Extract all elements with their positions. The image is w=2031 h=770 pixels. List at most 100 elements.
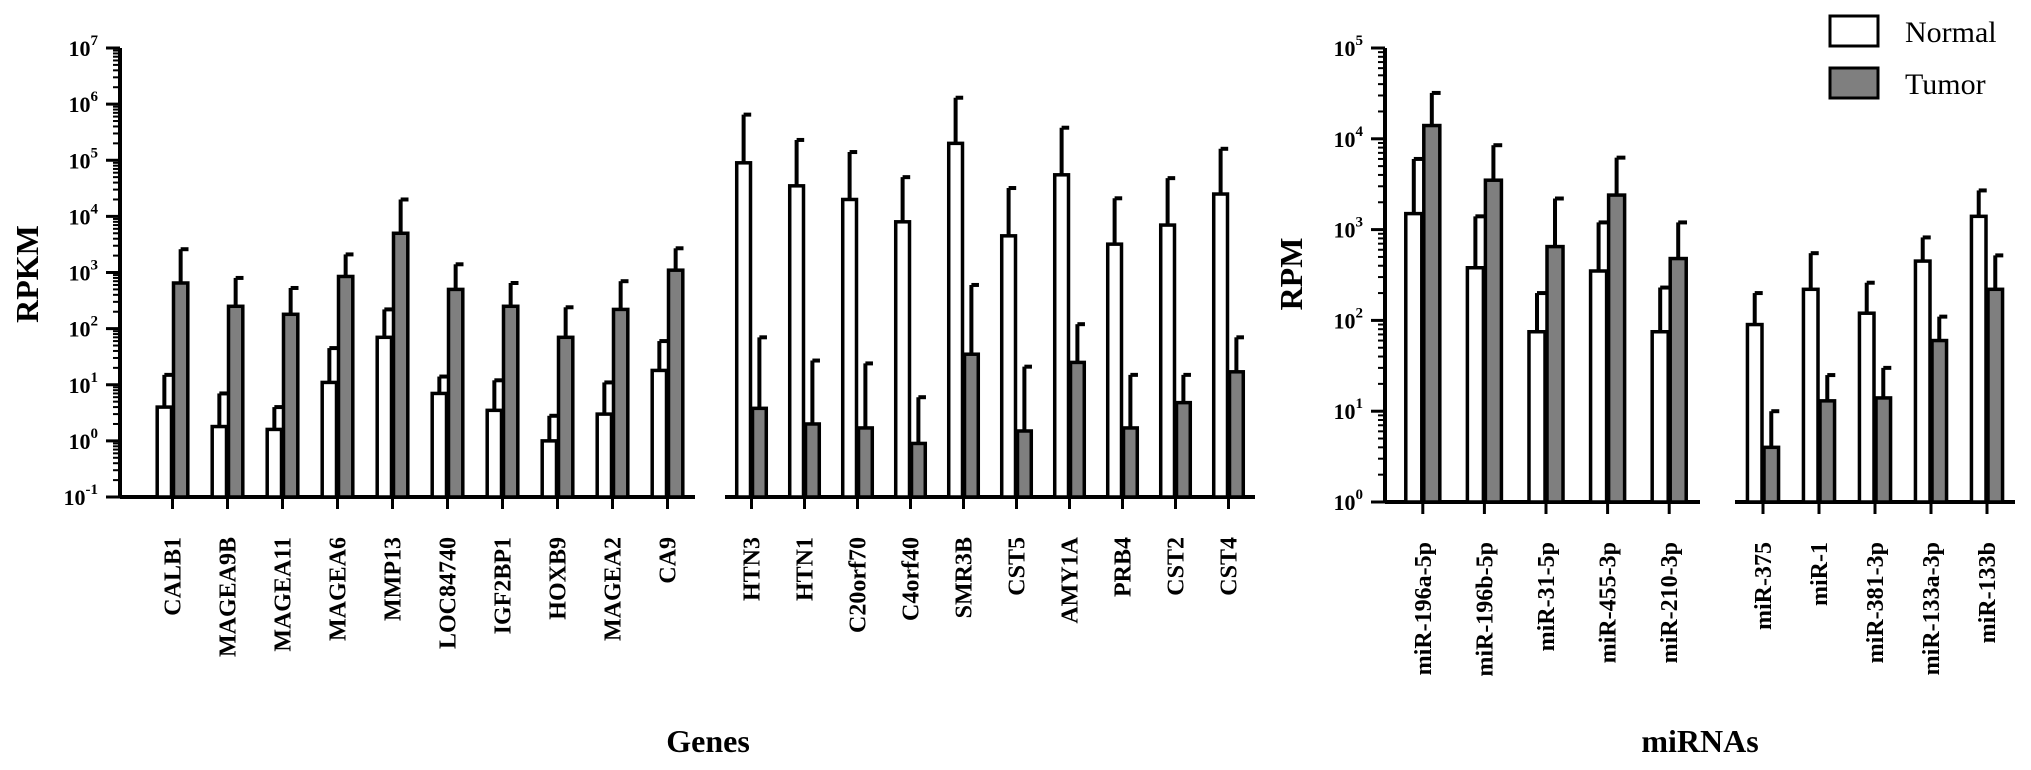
x-tick-label-mir-381-3p: miR-381-3p [1863,542,1889,663]
bar-cst5-normal [999,234,1018,499]
mirna-expression-chart: 100 101 102 103 104 105 miR-196a-5p miR-196b-5p… [1273,33,2015,759]
bar-amy1a-tumor [1068,360,1087,499]
bar-mir-1-tumor [1818,399,1837,504]
y-tick-label: 100 [69,426,99,454]
x-tick-label-cst5: CST5 [1005,537,1031,596]
x-tick-label-loc84740: LOC84740 [436,537,462,649]
bar-htn1-tumor [803,422,822,499]
y-tick-label: 102 [69,314,99,342]
x-tick-label-igf2bp1: IGF2BP1 [491,537,517,634]
x-tick-label-calb1: CALB1 [161,537,187,616]
bar-htn3-tumor [750,406,769,499]
bar-ca9-normal [650,368,669,499]
bar-mir-455-3p-tumor [1606,193,1627,504]
y-tick-label: 107 [69,33,99,61]
bar-magea11-tumor [281,312,300,499]
bar-loc84740-normal [430,391,449,499]
bar-mir-31-5p-normal [1527,329,1547,504]
x-tick-label-hoxb9: HOXB9 [546,537,572,620]
bar-mmp13-tumor [391,231,410,499]
bar-mir-133b-normal [1969,214,1988,504]
bar-magea2-normal [595,412,614,499]
y-tick-label: 104 [1334,124,1364,152]
bar-amy1a-normal [1052,173,1071,499]
x-axis-title: Genes [666,723,750,759]
bar-mir-133b-tumor [1986,287,2005,504]
x-tick-label-mir-210-3p: miR-210-3p [1657,542,1683,663]
bar-smr3b-normal [946,141,965,499]
bar-mir-381-3p-tumor [1874,396,1893,504]
gene-expression-chart: 10-1 100 101 102 103 104 105 106 107 CALB1 MAGEA9B… [9,33,1255,759]
bar-htn1-normal [787,184,806,499]
x-tick-label-htn3: HTN3 [740,537,766,601]
x-tick-label-magea11: MAGEA11 [271,537,297,652]
x-tick-label-magea6: MAGEA6 [326,537,352,641]
legend-normal-label: Normal [1905,16,1997,49]
x-tick-label-mir-196a-5p: miR-196a-5p [1411,542,1437,675]
bar-mir-375-tumor [1762,445,1781,504]
y-tick-label: 101 [69,370,99,398]
bar-mir-196b-5p-tumor [1483,178,1504,504]
x-tick-label-mir-133a-3p: miR-133a-3p [1919,542,1945,675]
bar-prb4-tumor [1121,426,1140,499]
y-tick-label: 101 [1334,396,1364,424]
bar-mir-1-normal [1801,287,1820,504]
x-tick-label-mir-455-3p: miR-455-3p [1596,542,1622,663]
y-tick-label: 103 [1334,215,1364,243]
y-axis-title: RPKM [9,225,45,323]
x-tick-label-c20orf70: C20orf70 [846,537,872,633]
y-tick-label: 103 [69,258,99,286]
bar-c20orf70-normal [840,197,859,499]
bar-mmp13-normal [375,335,394,499]
bar-mir-210-3p-tumor [1668,256,1688,504]
x-tick-label-amy1a: AMY1A [1058,536,1084,623]
bar-cst4-normal [1211,192,1230,499]
x-tick-label-mir-375: miR-375 [1751,542,1777,630]
bar-magea6-normal [320,380,339,499]
x-tick-label-mir-31-5p: miR-31-5p [1534,542,1560,651]
bar-htn3-normal [734,161,753,499]
legend: Normal Tumor [1828,14,1997,101]
bar-cst4-tumor [1227,370,1246,499]
bar-mir-196a-5p-tumor [1422,123,1442,504]
bar-c4orf40-normal [893,220,912,499]
bar-calb1-tumor [171,281,190,499]
bar-magea9b-tumor [226,304,245,499]
x-tick-label-mir-1: miR-1 [1807,542,1833,606]
bar-mir-196a-5p-normal [1404,211,1424,504]
y-tick-label: 102 [1334,305,1364,333]
legend-tumor-label: Tumor [1905,68,1986,101]
bar-magea2-tumor [611,307,630,499]
bar-mir-133a-3p-normal [1913,259,1932,504]
bar-magea6-tumor [336,274,355,499]
legend-normal-swatch [1828,14,1880,48]
x-tick-label-prb4: PRB4 [1111,537,1137,597]
y-tick-label: 100 [1334,487,1364,515]
bar-magea11-normal [265,427,284,499]
bar-cst2-normal [1158,223,1177,499]
x-tick-label-htn1: HTN1 [793,537,819,601]
bar-calb1-normal [155,405,174,499]
bar-mir-381-3p-normal [1857,311,1876,504]
bar-mir-455-3p-normal [1588,269,1609,504]
bar-mir-133a-3p-tumor [1930,338,1949,504]
y-tick-label: 105 [69,145,99,173]
x-tick-label-cst2: CST2 [1164,537,1190,596]
y-tick-label: 105 [1334,33,1364,61]
bar-mir-196b-5p-normal [1465,266,1486,504]
bar-hoxb9-normal [540,439,559,499]
bar-smr3b-tumor [962,352,981,499]
bar-igf2bp1-tumor [501,304,520,499]
x-tick-label-c4orf40: C4orf40 [899,537,925,621]
y-tick-label: 10-1 [64,482,99,510]
x-tick-label-magea9b: MAGEA9B [216,537,242,657]
x-tick-label-smr3b: SMR3B [952,537,978,618]
bar-mir-210-3p-normal [1650,329,1670,504]
bar-ca9-tumor [666,268,685,499]
bar-magea9b-normal [210,424,229,499]
x-tick-label-ca9: CA9 [656,537,682,584]
x-tick-label-mmp13: MMP13 [381,537,407,621]
bar-igf2bp1-normal [485,408,504,499]
bar-prb4-normal [1105,242,1124,499]
